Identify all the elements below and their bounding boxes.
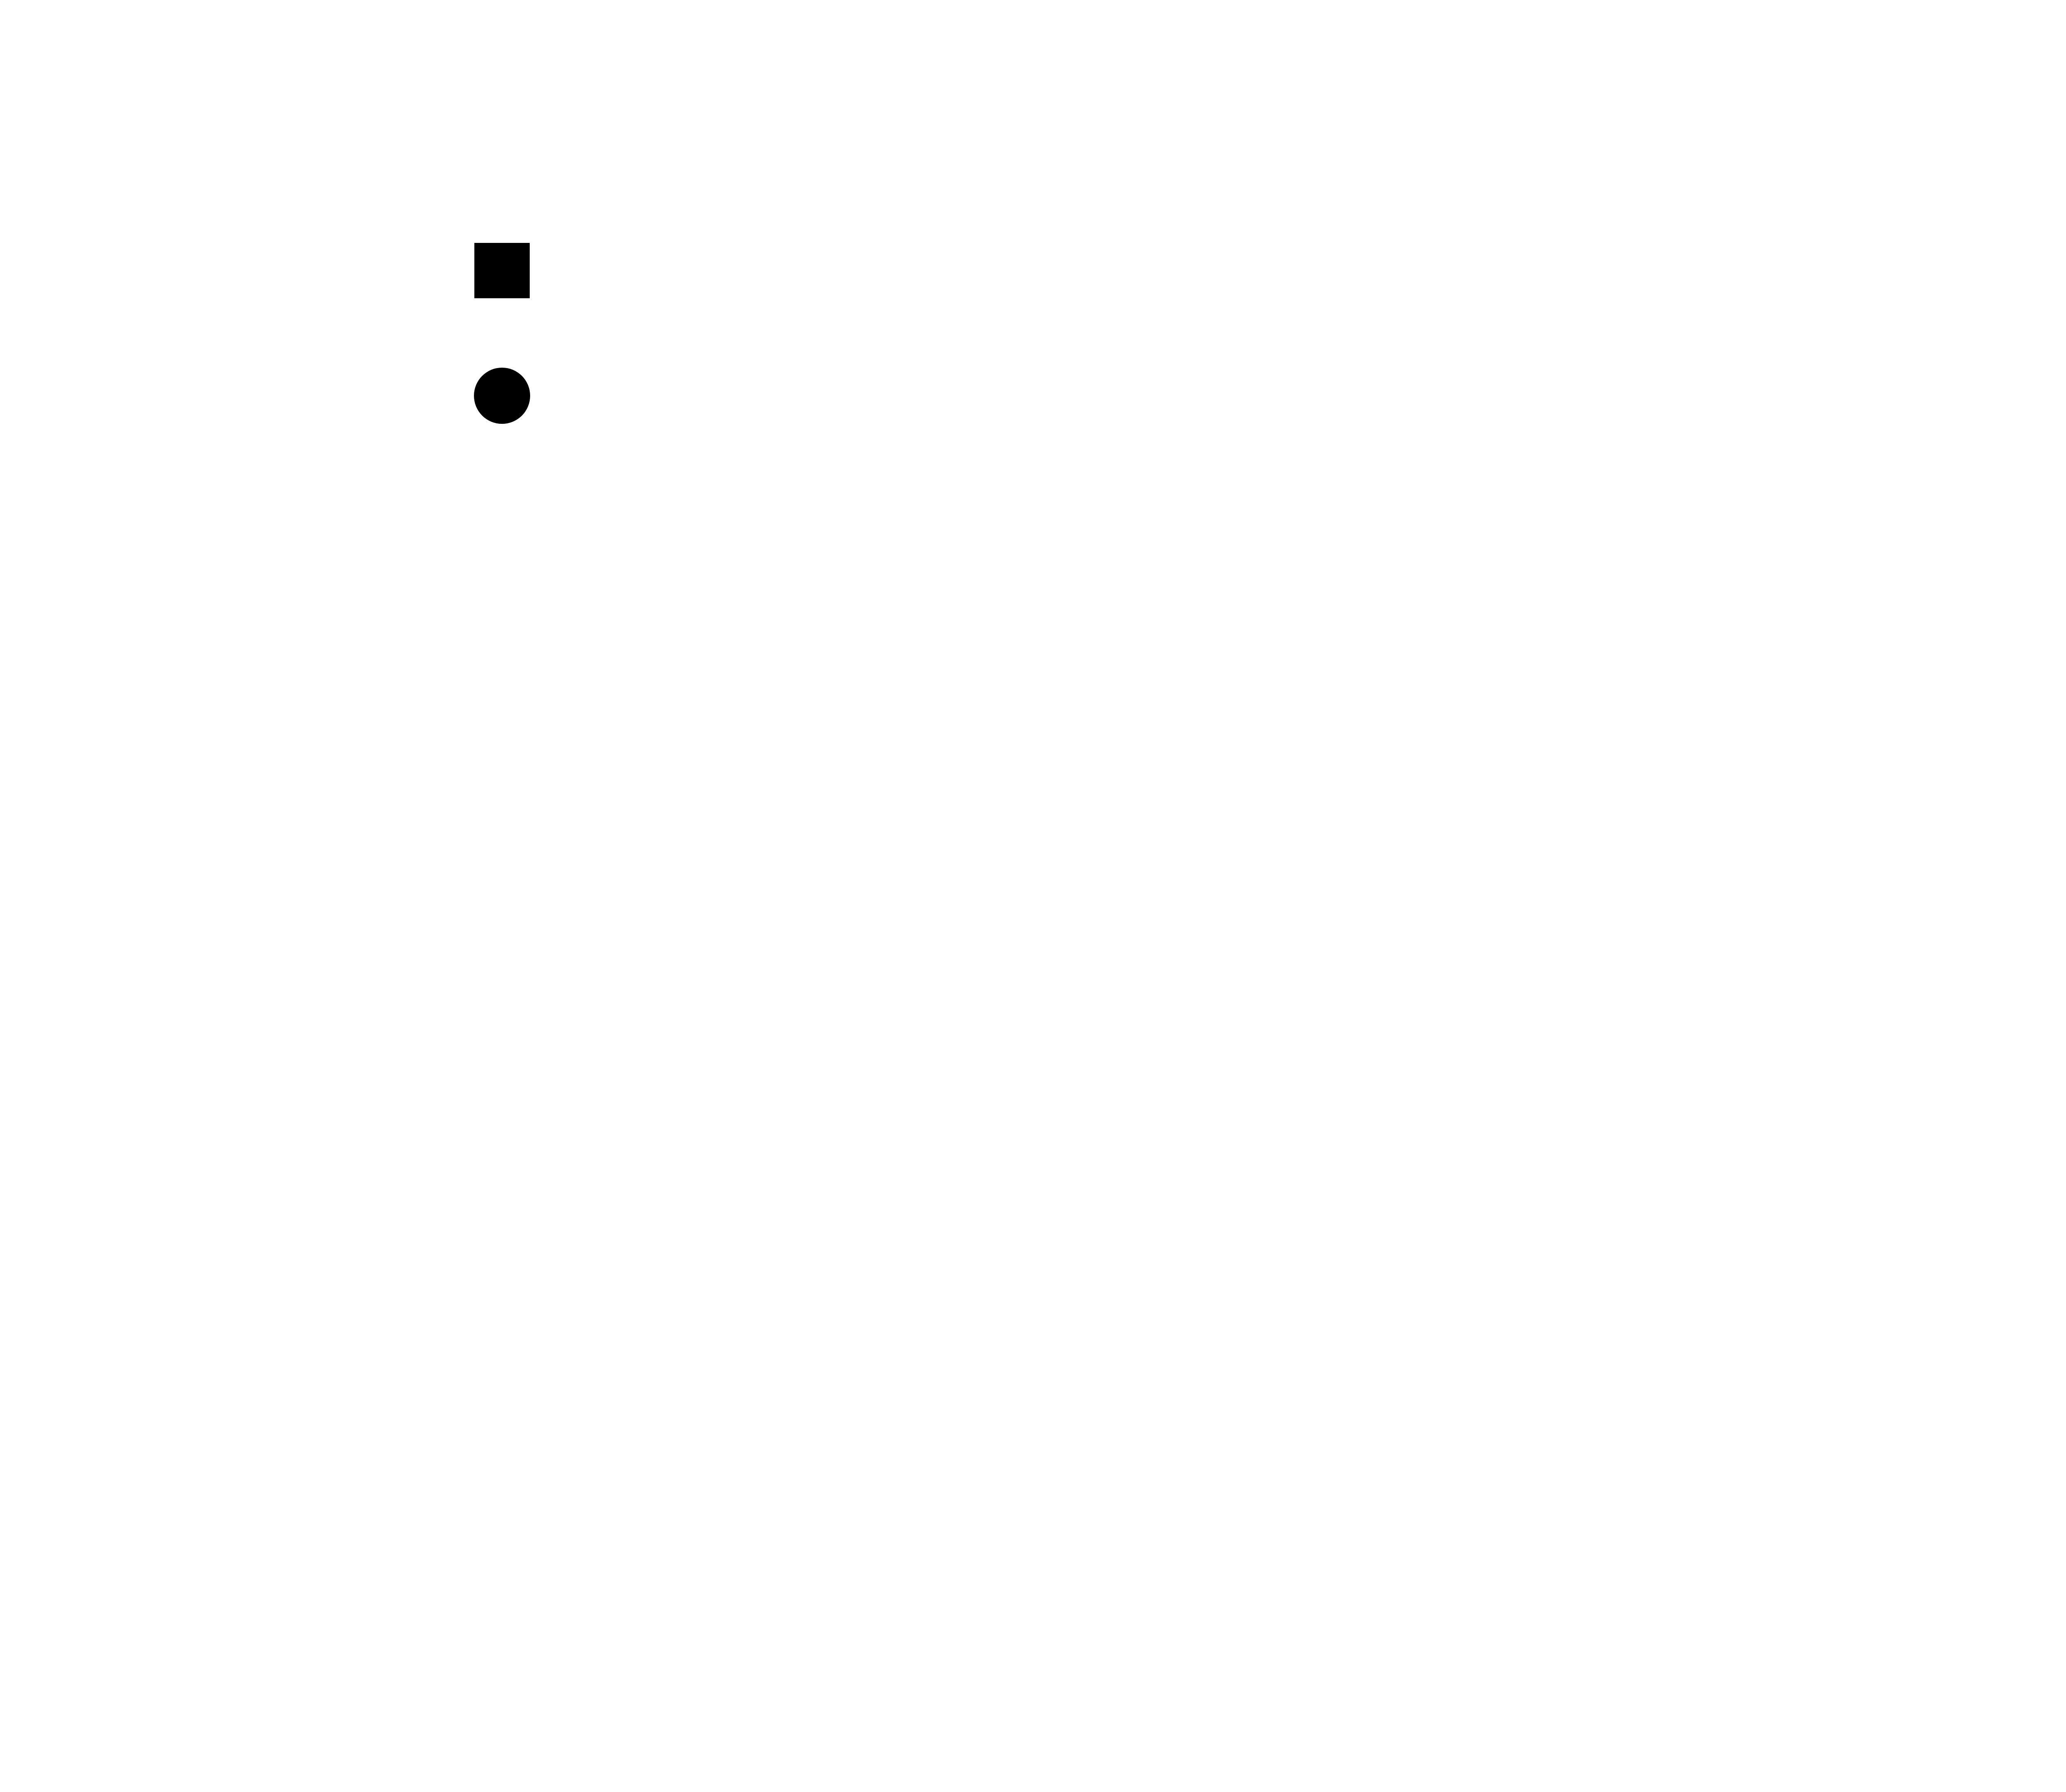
legend-item-nk1r xyxy=(474,243,530,298)
legend xyxy=(474,243,530,424)
legend-square-marker-icon xyxy=(474,243,530,298)
legend-circle-marker-icon xyxy=(474,368,530,424)
legend-item-parental xyxy=(474,368,530,424)
